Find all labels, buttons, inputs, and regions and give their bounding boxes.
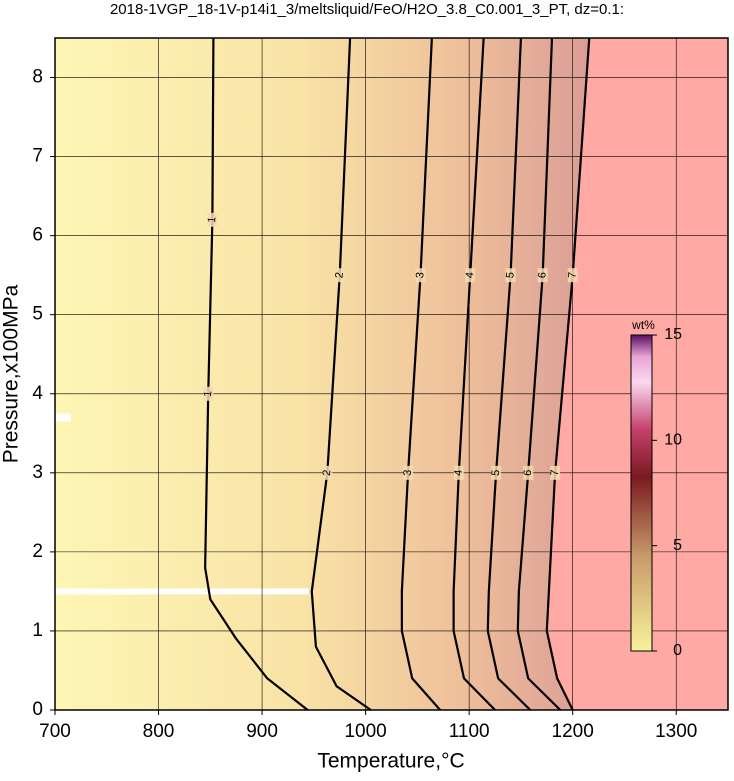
contour-label-bg — [415, 268, 426, 283]
contour-label: 6 — [536, 272, 548, 279]
contour-label-bg — [505, 268, 516, 283]
contour-label: 1 — [202, 390, 214, 397]
y-tick-label: 5 — [32, 304, 43, 325]
contour-label: 1 — [206, 216, 218, 223]
y-tick-label: 3 — [32, 462, 43, 483]
colorbar-tick-label: 5 — [673, 537, 682, 554]
y-tick-label: 1 — [32, 620, 43, 641]
colorbar — [630, 334, 653, 652]
colorbar-tick-label: 15 — [664, 326, 682, 343]
y-axis-label: Pressure,x100MPa — [0, 284, 23, 463]
y-tick-label: 7 — [32, 146, 43, 167]
x-tick-label: 700 — [39, 721, 71, 742]
contour-label: 2 — [321, 469, 333, 476]
y-tick-label: 0 — [32, 699, 43, 720]
contour-label-bg — [453, 465, 464, 480]
contour-label: 6 — [522, 469, 534, 476]
contour-label-bg — [567, 268, 578, 283]
contour-label: 5 — [504, 272, 516, 279]
x-tick-label: 800 — [143, 721, 175, 742]
y-tick-label: 6 — [32, 225, 43, 246]
contour-label-bg — [465, 268, 476, 283]
contour-label-bg — [403, 465, 414, 480]
plot-frame — [54, 37, 729, 711]
contour-label: 7 — [566, 272, 578, 279]
y-tick-label: 8 — [32, 67, 43, 88]
x-tick-label: 1000 — [344, 721, 386, 742]
contour-label-bg — [491, 465, 502, 480]
colorbar-tick-label: 0 — [673, 642, 682, 659]
no-data-band — [55, 588, 309, 595]
contour-label-bg — [550, 465, 561, 480]
contour-label: 7 — [549, 469, 561, 476]
contour-label: 5 — [490, 469, 502, 476]
contour-label: 2 — [333, 272, 345, 279]
chart-title: 2018-1VGP_18-1V-p14i1_3/meltsliquid/FeO/… — [110, 1, 624, 18]
contour-line — [204, 37, 309, 711]
x-tick-label: 1200 — [552, 721, 594, 742]
contour-label: 4 — [452, 469, 464, 476]
x-tick-label: 1300 — [655, 721, 697, 742]
contour-label: 3 — [402, 469, 414, 476]
contour-label-bg — [207, 212, 218, 227]
y-tick-label: 4 — [32, 383, 43, 404]
contour-label: 3 — [414, 272, 426, 279]
contour-label-bg — [537, 268, 548, 283]
x-tick-label: 900 — [246, 721, 278, 742]
y-tick-label: 2 — [32, 541, 43, 562]
contour-label-bg — [203, 386, 214, 401]
contour-label-bg — [523, 465, 534, 480]
colorbar-tick-label: 10 — [664, 432, 682, 449]
x-tick-label: 1100 — [449, 721, 490, 742]
contour-label: 4 — [464, 272, 476, 279]
contour-label-bg — [334, 268, 345, 283]
colorbar-label: wt% — [631, 318, 655, 332]
no-data-band — [55, 413, 71, 422]
x-axis-label: Temperature,°C — [317, 750, 464, 773]
contour-label-bg — [322, 465, 333, 480]
